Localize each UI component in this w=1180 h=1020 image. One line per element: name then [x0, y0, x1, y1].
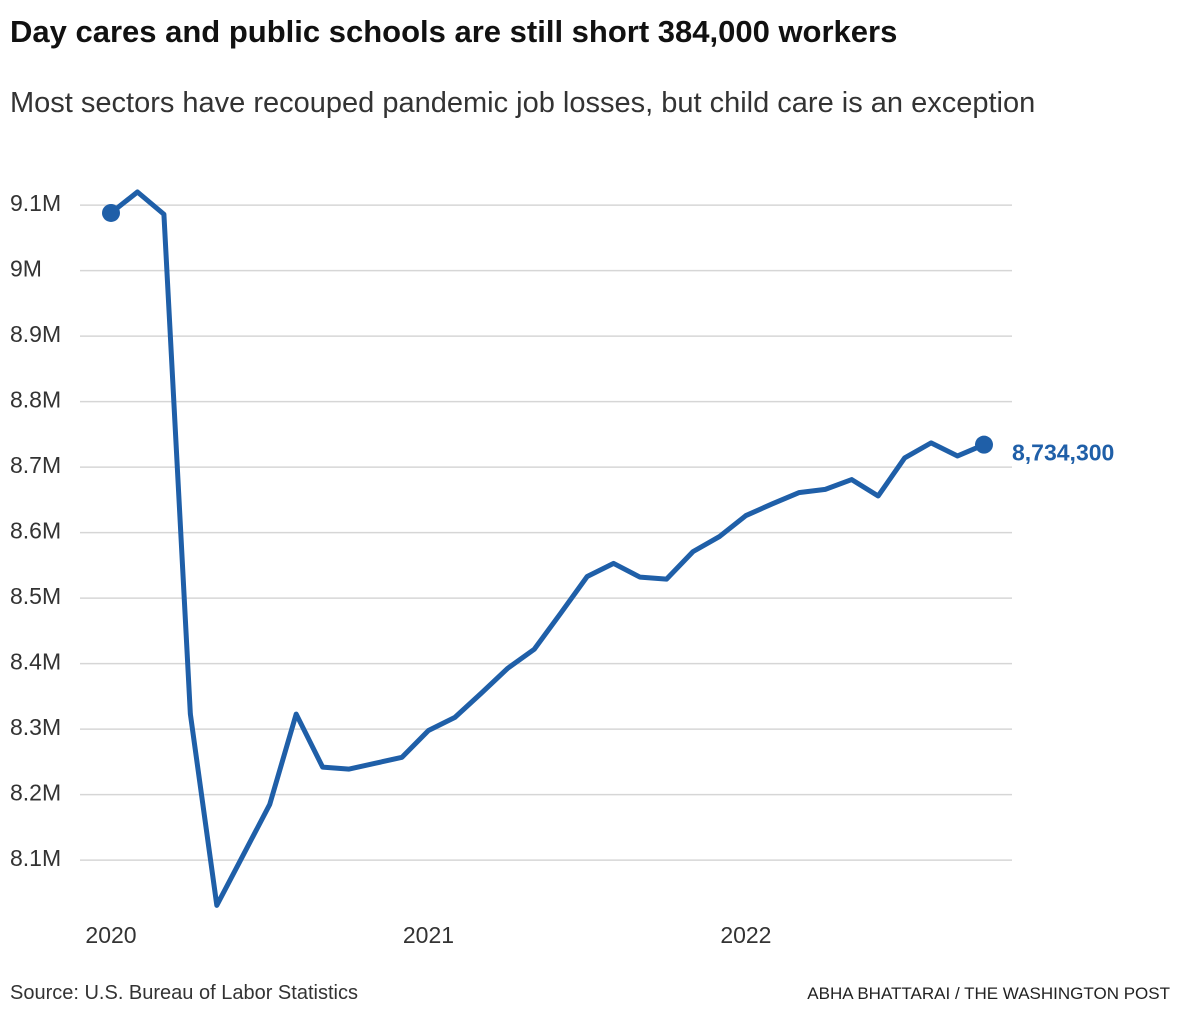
- y-tick-label: 8.8M: [10, 387, 61, 413]
- end-marker: [102, 203, 120, 222]
- y-tick-label: 8.5M: [10, 583, 61, 609]
- chart-subtitle: Most sectors have recouped pandemic job …: [10, 87, 1036, 119]
- y-tick-label: 8.6M: [10, 518, 61, 544]
- value-label: 8,734,300: [1012, 440, 1114, 466]
- credit: ABHA BHATTARAI / THE WASHINGTON POST: [807, 984, 1170, 1003]
- x-tick-label: 2020: [85, 922, 136, 948]
- chart-title: Day cares and public schools are still s…: [10, 14, 898, 49]
- y-tick-label: 9M: [10, 256, 42, 282]
- data-line: [109, 189, 985, 908]
- y-tick-label: 8.2M: [10, 780, 61, 806]
- source: Source: U.S. Bureau of Labor Statistics: [10, 982, 358, 1004]
- y-tick-label: 8.7M: [10, 452, 61, 478]
- x-tick-label: 2022: [720, 922, 771, 948]
- y-tick-label: 8.1M: [10, 845, 61, 871]
- y-tick-label: 8.4M: [10, 649, 61, 675]
- y-tick-label: 8.3M: [10, 714, 61, 740]
- y-tick-label: 8.9M: [10, 321, 61, 347]
- end-marker: [975, 435, 993, 454]
- y-tick-label: 9.1M: [10, 190, 61, 216]
- x-tick-label: 2021: [403, 922, 454, 948]
